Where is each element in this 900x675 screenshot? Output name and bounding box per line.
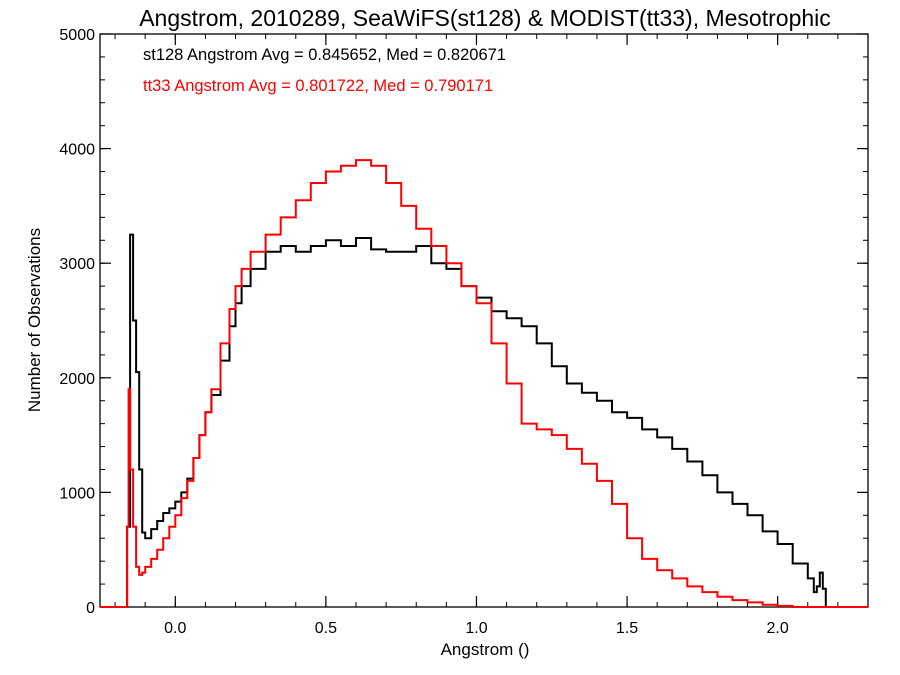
plot-area-frame (99, 33, 869, 608)
x-tick-label: 1.5 (616, 620, 638, 637)
x-tick-label: 0.0 (164, 620, 186, 637)
y-tick-label: 3000 (59, 256, 95, 273)
y-axis-title: Number of Observations (25, 228, 44, 412)
y-tick-label: 2000 (59, 371, 95, 388)
axes: 0.0 0.5 1.0 1.5 2.0 0 1000 2000 3000 4000 5000 (59, 27, 869, 637)
x-tick-label: 0.5 (315, 620, 337, 637)
x-axis-title: Angstrom () (441, 640, 530, 659)
chart-title: Angstrom, 2010289, SeaWiFS(st128) & MODI… (139, 5, 831, 31)
series-tt33-line (100, 159, 868, 608)
x-tick-label: 1.0 (465, 620, 487, 637)
annotation-st128-stats: st128 Angstrom Avg = 0.845652, Med = 0.8… (143, 46, 506, 64)
y-tick-label: 5000 (59, 27, 95, 44)
y-tick-label: 0 (86, 600, 95, 617)
annotation-tt33-stats: tt33 Angstrom Avg = 0.801722, Med = 0.79… (143, 77, 493, 95)
y-tick-label: 1000 (59, 485, 95, 502)
series-st128-line (100, 233, 868, 608)
y-tick-label: 4000 (59, 142, 95, 159)
series-layer (100, 159, 868, 608)
x-tick-label: 2.0 (767, 620, 789, 637)
